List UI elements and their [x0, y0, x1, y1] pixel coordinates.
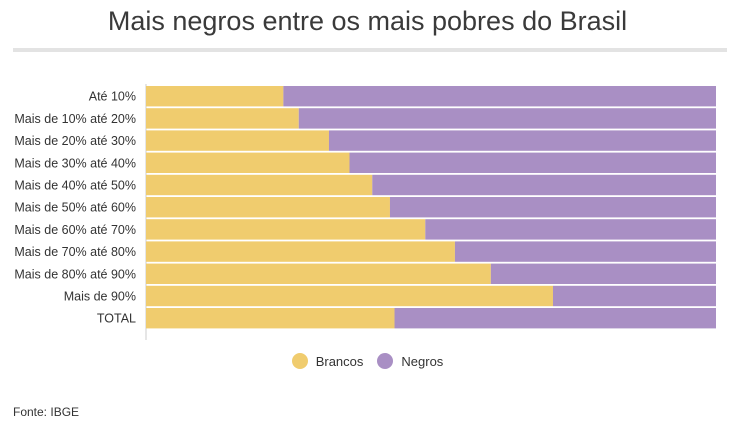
bar-brancos-row-1[interactable]: [146, 108, 299, 129]
bar-brancos-row-3[interactable]: [146, 152, 350, 173]
category-label-row-6: Mais de 60% até 70%: [14, 223, 136, 237]
legend-item-negros[interactable]: Negros: [377, 353, 443, 369]
chart-title: Mais negros entre os mais pobres do Bras…: [107, 6, 628, 36]
source-note: Fonte: IBGE: [13, 405, 80, 419]
bar-negros-row-8[interactable]: [490, 263, 716, 284]
legend-swatch-negros: [377, 353, 394, 369]
category-label-row-2: Mais de 20% até 30%: [14, 134, 136, 148]
bar-negros-row-1[interactable]: [298, 108, 716, 129]
bar-negros-row-9[interactable]: [552, 285, 716, 307]
category-label-row-1: Mais de 10% até 20%: [14, 112, 136, 126]
bar-brancos-row-2[interactable]: [146, 130, 329, 151]
legend-item-brancos[interactable]: Brancos: [291, 353, 364, 369]
bar-brancos-row-9[interactable]: [146, 285, 553, 307]
bar-negros-row-0[interactable]: [283, 86, 716, 107]
category-label-row-7: Mais de 70% até 80%: [14, 245, 136, 259]
bar-negros-row-5[interactable]: [389, 197, 716, 218]
bar-brancos-row-10[interactable]: [146, 308, 395, 329]
bar-negros-row-4[interactable]: [372, 174, 716, 196]
category-label-row-0: Até 10%: [89, 90, 136, 104]
bar-brancos-row-0[interactable]: [146, 86, 284, 107]
stacked-bar-chart: Até 10% Mais de 10% até 20% Mais de 20% at…: [14, 84, 716, 340]
bar-brancos-row-8[interactable]: [146, 263, 491, 284]
bar-brancos-row-4[interactable]: [146, 174, 373, 196]
category-label-row-5: Mais de 50% até 60%: [14, 201, 136, 215]
title-divider: [13, 48, 727, 52]
bar-negros-row-2[interactable]: [328, 130, 716, 151]
category-label-row-3: Mais de 30% até 40%: [14, 156, 136, 170]
bar-brancos-row-6[interactable]: [146, 219, 426, 240]
category-label-row-10: TOTAL: [97, 312, 136, 326]
category-label-row-9: Mais de 90%: [64, 290, 136, 304]
legend-label-negros: Negros: [401, 353, 444, 369]
legend: Brancos Negros: [0, 353, 735, 369]
bar-negros-row-7[interactable]: [454, 241, 716, 262]
legend-label-brancos: Brancos: [315, 353, 364, 369]
legend-swatch-brancos: [291, 353, 308, 369]
bar-brancos-row-7[interactable]: [146, 241, 455, 262]
category-label-row-8: Mais de 80% até 90%: [14, 267, 136, 281]
bar-negros-row-3[interactable]: [349, 152, 716, 173]
bar-brancos-row-5[interactable]: [146, 197, 390, 218]
bar-negros-row-6[interactable]: [425, 219, 716, 240]
bar-negros-row-10[interactable]: [394, 308, 716, 329]
category-label-row-4: Mais de 40% até 50%: [14, 179, 136, 193]
